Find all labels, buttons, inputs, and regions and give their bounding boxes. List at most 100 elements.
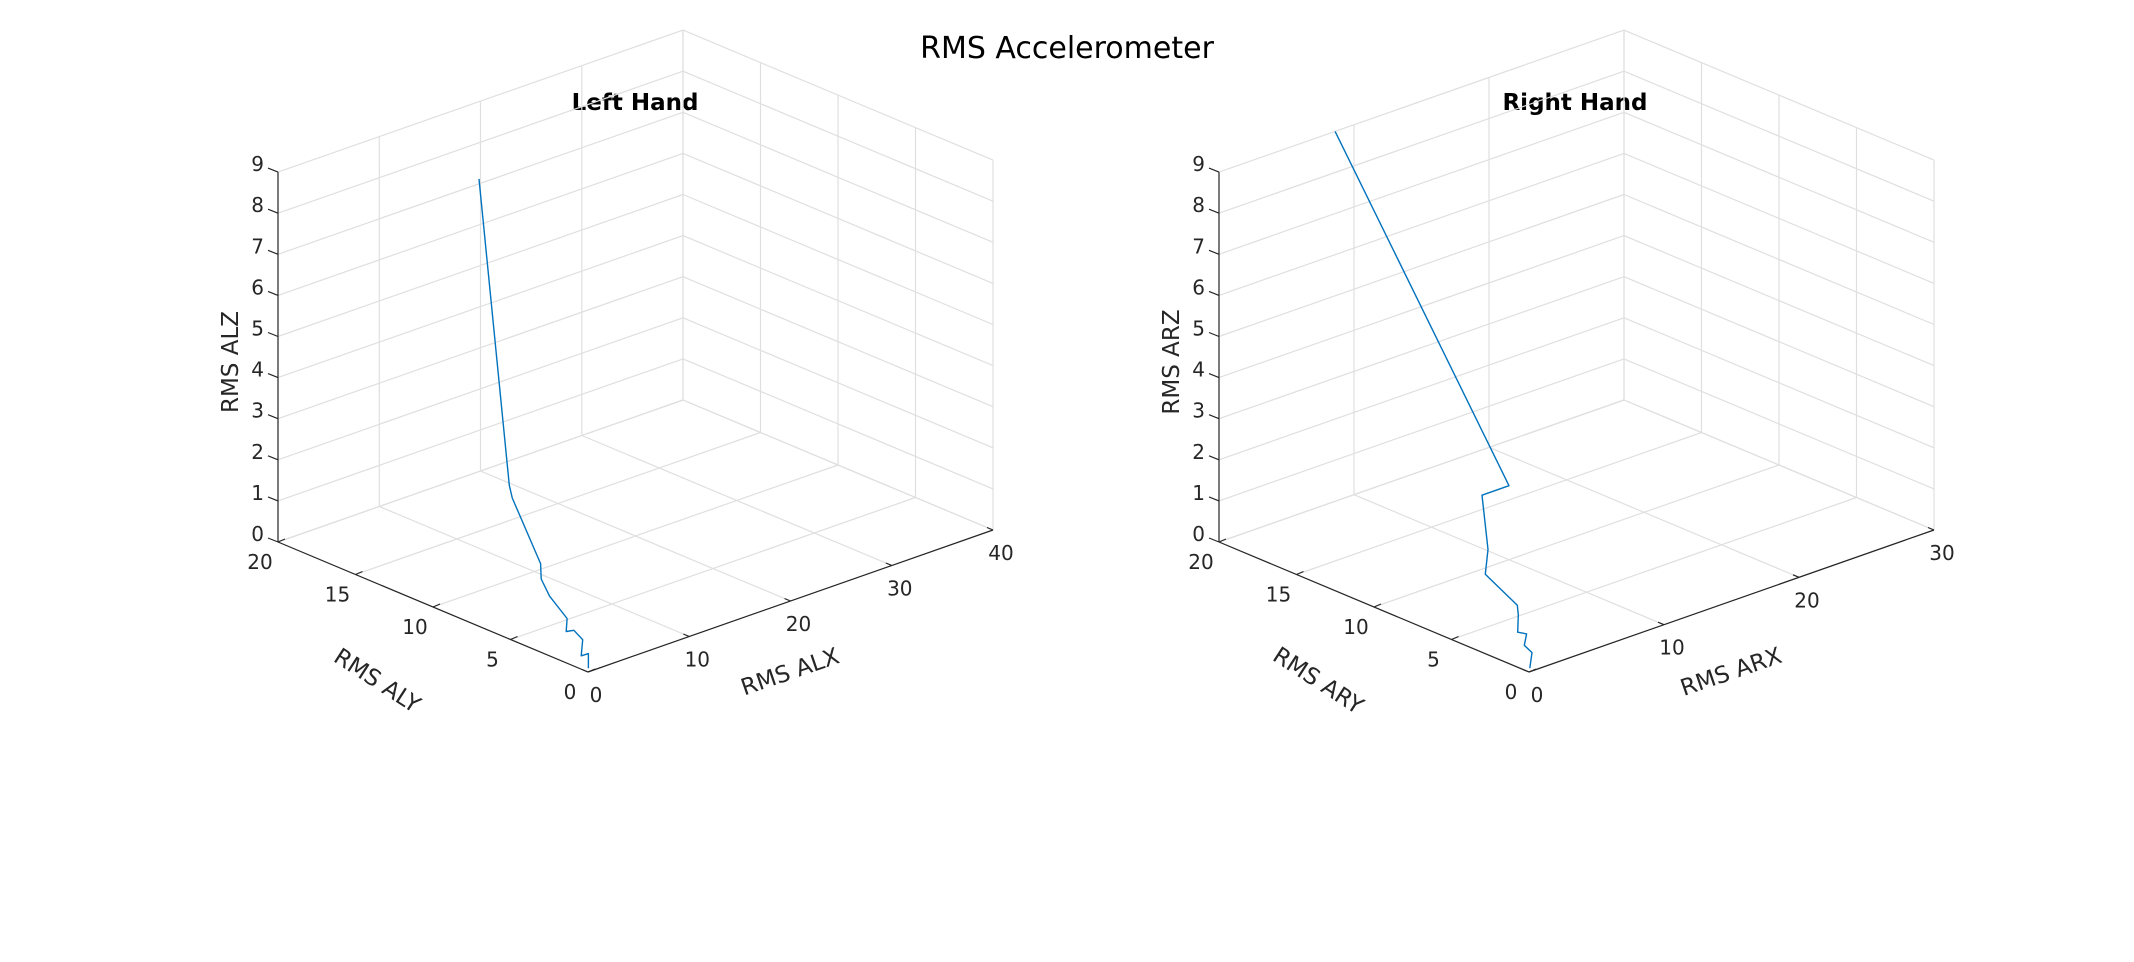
left-hand-plot: Left Hand 010203040051015200123456789RMS… (218, 29, 1014, 719)
right-z-tick (1208, 373, 1220, 379)
side-wall-grid-z (682, 152, 994, 284)
left-z-tick (267, 290, 279, 296)
right-y-tick (1373, 603, 1382, 608)
right-z-tick-label: 7 (1192, 234, 1205, 258)
left-z-tick (267, 249, 279, 255)
figure-title: RMS Accelerometer (920, 31, 1214, 66)
side-wall-grid-z (1623, 276, 1935, 408)
right-x-tick-label: 30 (1929, 541, 1954, 565)
left-y-tick-label: 10 (402, 615, 427, 639)
right-z-tick (1208, 537, 1220, 543)
right-hand-title: Right Hand (1502, 90, 1647, 116)
right-x-tick (1792, 574, 1800, 578)
back-wall-grid-z (277, 193, 684, 338)
right-y-axis-label: RMS ARY (1268, 642, 1369, 720)
right-y-tick-label: 10 (1343, 615, 1368, 639)
right-z-tick (1208, 414, 1220, 420)
right-z-tick (1208, 455, 1220, 461)
left-z-tick (267, 414, 279, 420)
right-z-tick (1208, 167, 1220, 173)
right-data-line (1334, 131, 1533, 669)
right-x-tick (1927, 526, 1935, 531)
side-wall-grid-z (682, 70, 994, 202)
back-wall-grid-z (277, 70, 684, 214)
side-wall-grid-z (1623, 29, 1935, 161)
side-wall-grid-z (1623, 111, 1935, 243)
floor-grid-y (510, 496, 916, 641)
right-y-tick (1296, 570, 1304, 576)
left-z-tick-label: 0 (251, 522, 264, 546)
side-wall-grid-z (682, 235, 994, 367)
left-y-tick (432, 603, 441, 608)
left-y-tick (355, 570, 363, 576)
right-z-tick (1208, 496, 1220, 502)
side-wall-grid-z (682, 358, 994, 490)
right-y-tick-label: 5 (1427, 648, 1440, 672)
back-wall-grid-z (277, 317, 684, 461)
left-y-tick-label: 5 (486, 648, 499, 672)
back-wall-grid-z (277, 111, 684, 255)
left-z-tick-label: 8 (251, 193, 264, 217)
left-y-tick-label: 20 (247, 550, 272, 574)
side-wall-grid-z (1623, 317, 1935, 449)
left-x-tick-label: 40 (988, 541, 1013, 565)
side-wall-grid-z (682, 111, 994, 243)
back-wall-grid-z (277, 399, 684, 543)
right-z-tick-label: 3 (1192, 399, 1205, 423)
right-z-axis-label: RMS ARZ (1159, 309, 1185, 414)
left-y-tick (510, 635, 518, 641)
back-wall-grid-z (1218, 70, 1625, 214)
floor-grid-y (1451, 496, 1857, 641)
left-x-tick (784, 597, 791, 602)
right-y-tick (1218, 538, 1227, 543)
right-x-axis (1528, 529, 1935, 673)
right-x-axis-label: RMS ARX (1677, 643, 1785, 702)
right-hand-plot: Right Hand 0 10 20 30 0 5 10 15 20 0 1 2 3 4 5 6 7 8 9 RMS … (1159, 29, 1955, 720)
right-z-tick (1208, 249, 1220, 255)
left-y-tick-label: 15 (325, 583, 350, 607)
right-y-tick-label: 15 (1266, 583, 1291, 607)
side-wall-grid-z (1623, 152, 1935, 284)
left-z-tick-label: 5 (251, 317, 264, 341)
left-data-line (478, 178, 590, 669)
left-z-tick-label: 2 (251, 440, 264, 464)
floor-grid-y (432, 464, 839, 608)
left-z-tick-label: 9 (251, 152, 264, 176)
left-z-tick-label: 1 (251, 481, 264, 505)
left-z-axis-label: RMS ALZ (218, 311, 244, 413)
side-wall-grid-z (1623, 70, 1935, 202)
left-z-tick-label: 7 (251, 234, 264, 258)
left-z-tick (267, 537, 279, 543)
right-z-tick-label: 8 (1192, 193, 1205, 217)
back-wall-grid-z (1218, 399, 1625, 543)
floor-grid-y (1296, 431, 1702, 576)
right-z-tick (1208, 208, 1220, 214)
left-x-tick (581, 668, 589, 673)
left-x-tick-label: 0 (590, 683, 603, 707)
right-x-tick-label: 10 (1659, 636, 1684, 660)
left-z-tick (267, 167, 279, 173)
right-grid (1218, 29, 1935, 673)
back-wall-grid-z (277, 29, 684, 173)
left-y-tick (587, 668, 596, 673)
back-wall-grid-z (277, 276, 684, 420)
right-z-tick-label: 4 (1192, 358, 1205, 382)
left-z-tick-label: 4 (251, 358, 264, 382)
right-z-tick-label: 6 (1192, 275, 1205, 299)
right-x-tick (1657, 621, 1665, 626)
left-x-tick (885, 562, 893, 567)
side-wall-grid-z (682, 193, 994, 326)
side-wall-grid-z (682, 317, 994, 449)
left-z-tick (267, 331, 279, 338)
side-wall-grid-z (682, 29, 994, 161)
left-z-tick (267, 373, 279, 379)
left-grid (277, 29, 994, 673)
right-z-tick-label: 2 (1192, 440, 1205, 464)
side-wall-grid-z (1623, 399, 1935, 531)
floor-grid-y (355, 431, 761, 576)
right-y-tick-label: 0 (1505, 680, 1518, 704)
side-wall-grid-z (682, 399, 994, 531)
left-z-tick-label: 6 (251, 275, 264, 299)
back-wall-grid-z (277, 358, 684, 502)
